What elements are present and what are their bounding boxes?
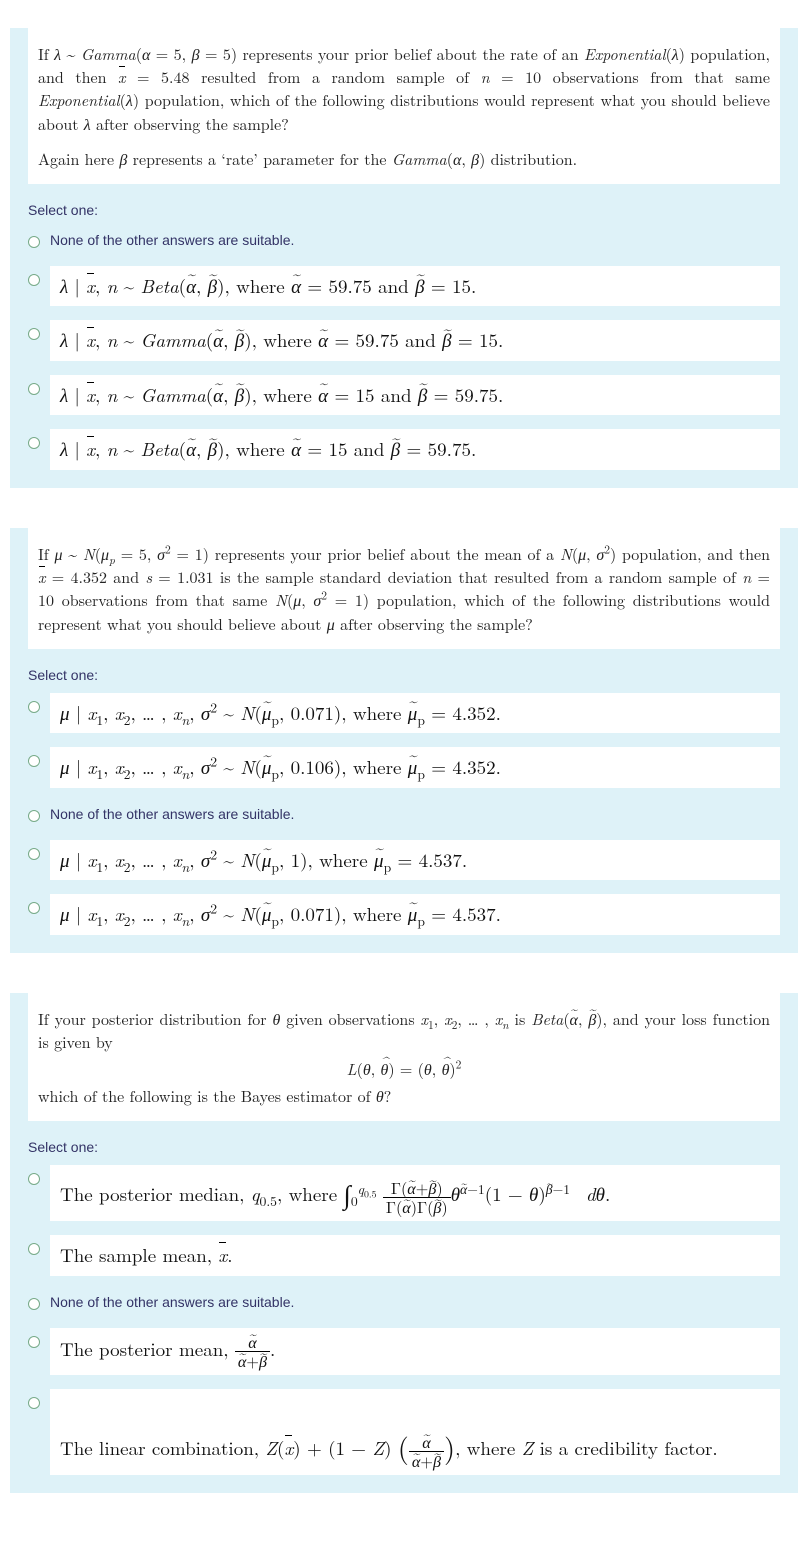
answer-option[interactable]: The sample mean, x. xyxy=(28,1235,780,1276)
answer-option[interactable]: λ | x, n ~ Beta(α, β), where α = 59.75 a… xyxy=(28,266,780,307)
radio-button[interactable] xyxy=(28,1336,40,1348)
answer-option[interactable]: The posterior mean, αα+β. xyxy=(28,1328,780,1375)
radio-button[interactable] xyxy=(28,848,40,860)
radio-button[interactable] xyxy=(28,701,40,713)
radio-button[interactable] xyxy=(28,383,40,395)
answer-option[interactable]: λ | x, n ~ Gamma(α, β), where α = 59.75 … xyxy=(28,320,780,361)
answers-area: Select one: None of the other answers are… xyxy=(10,184,798,488)
select-one-label: Select one: xyxy=(28,667,780,683)
answer-option[interactable]: λ | x, n ~ Beta(α, β), where α = 15 and … xyxy=(28,429,780,470)
radio-button[interactable] xyxy=(28,1397,40,1409)
question-block: If λ ~ Gamma(α = 5, β = 5) represents yo… xyxy=(10,28,798,488)
answer-option-text: The sample mean, x. xyxy=(50,1235,780,1276)
answer-option-text: The posterior median, q0.5, where ∫0q0.5… xyxy=(50,1165,780,1221)
answer-option[interactable]: The linear combination, Z(x) + (1 − Z) (… xyxy=(28,1389,780,1475)
select-one-label: Select one: xyxy=(28,202,780,218)
answer-option-text: λ | x, n ~ Beta(α, β), where α = 15 and … xyxy=(50,429,780,470)
answer-option[interactable]: None of the other answers are suitable. xyxy=(28,228,780,252)
answer-option-text: λ | x, n ~ Gamma(α, β), where α = 15 and… xyxy=(50,375,780,416)
answer-option[interactable]: None of the other answers are suitable. xyxy=(28,1290,780,1314)
answer-option[interactable]: None of the other answers are suitable. xyxy=(28,802,780,826)
answer-option[interactable]: μ | x1, x2, … , xn, σ2 ~ N(μp, 0.071), w… xyxy=(28,693,780,734)
question-prompt-secondary: Again here β represents a ‘rate’ paramet… xyxy=(38,147,770,170)
answer-option[interactable]: The posterior median, q0.5, where ∫0q0.5… xyxy=(28,1165,780,1221)
question-prompt: If λ ~ Gamma(α = 5, β = 5) represents yo… xyxy=(38,42,770,135)
answer-option-text: The posterior mean, αα+β. xyxy=(50,1328,780,1375)
answer-option[interactable]: μ | x1, x2, … , xn, σ2 ~ N(μp, 0.071), w… xyxy=(28,894,780,935)
radio-button[interactable] xyxy=(28,328,40,340)
question-text: If λ ~ Gamma(α = 5, β = 5) represents yo… xyxy=(28,28,780,184)
radio-button[interactable] xyxy=(28,902,40,914)
answer-option-text: None of the other answers are suitable. xyxy=(50,228,780,252)
radio-button[interactable] xyxy=(28,274,40,286)
question-prompt: If your posterior distribution for θ giv… xyxy=(38,1007,770,1108)
question-text: If your posterior distribution for θ giv… xyxy=(28,993,780,1122)
answer-option-text: μ | x1, x2, … , xn, σ2 ~ N(μp, 0.106), w… xyxy=(50,747,780,788)
radio-button[interactable] xyxy=(28,1173,40,1185)
answer-option-text: μ | x1, x2, … , xn, σ2 ~ N(μp, 0.071), w… xyxy=(50,894,780,935)
radio-button[interactable] xyxy=(28,1298,40,1310)
answer-option[interactable]: λ | x, n ~ Gamma(α, β), where α = 15 and… xyxy=(28,375,780,416)
answer-option-text: λ | x, n ~ Gamma(α, β), where α = 59.75 … xyxy=(50,320,780,361)
select-one-label: Select one: xyxy=(28,1139,780,1155)
radio-button[interactable] xyxy=(28,437,40,449)
radio-button[interactable] xyxy=(28,1243,40,1255)
question-block: If μ ~ N(μp = 5, σ2 = 1) represents your… xyxy=(10,528,798,953)
answer-option-text: None of the other answers are suitable. xyxy=(50,1290,780,1314)
radio-button[interactable] xyxy=(28,236,40,248)
radio-button[interactable] xyxy=(28,810,40,822)
answer-option-text: None of the other answers are suitable. xyxy=(50,802,780,826)
answer-option-text: μ | x1, x2, … , xn, σ2 ~ N(μp, 0.071), w… xyxy=(50,693,780,734)
answer-option-text: The linear combination, Z(x) + (1 − Z) (… xyxy=(50,1389,780,1475)
question-block: If your posterior distribution for θ giv… xyxy=(10,993,798,1493)
answer-option[interactable]: μ | x1, x2, … , xn, σ2 ~ N(μp, 1), where… xyxy=(28,840,780,881)
answers-area: Select one: The posterior median, q0.5, w… xyxy=(10,1121,798,1492)
answer-option-text: λ | x, n ~ Beta(α, β), where α = 59.75 a… xyxy=(50,266,780,307)
question-prompt: If μ ~ N(μp = 5, σ2 = 1) represents your… xyxy=(38,542,770,635)
answer-option-text: μ | x1, x2, … , xn, σ2 ~ N(μp, 1), where… xyxy=(50,840,780,881)
question-text: If μ ~ N(μp = 5, σ2 = 1) represents your… xyxy=(28,528,780,649)
answers-area: Select one: μ | x1, x2, … , xn, σ2 ~ N(μp… xyxy=(10,649,798,953)
radio-button[interactable] xyxy=(28,755,40,767)
answer-option[interactable]: μ | x1, x2, … , xn, σ2 ~ N(μp, 0.106), w… xyxy=(28,747,780,788)
